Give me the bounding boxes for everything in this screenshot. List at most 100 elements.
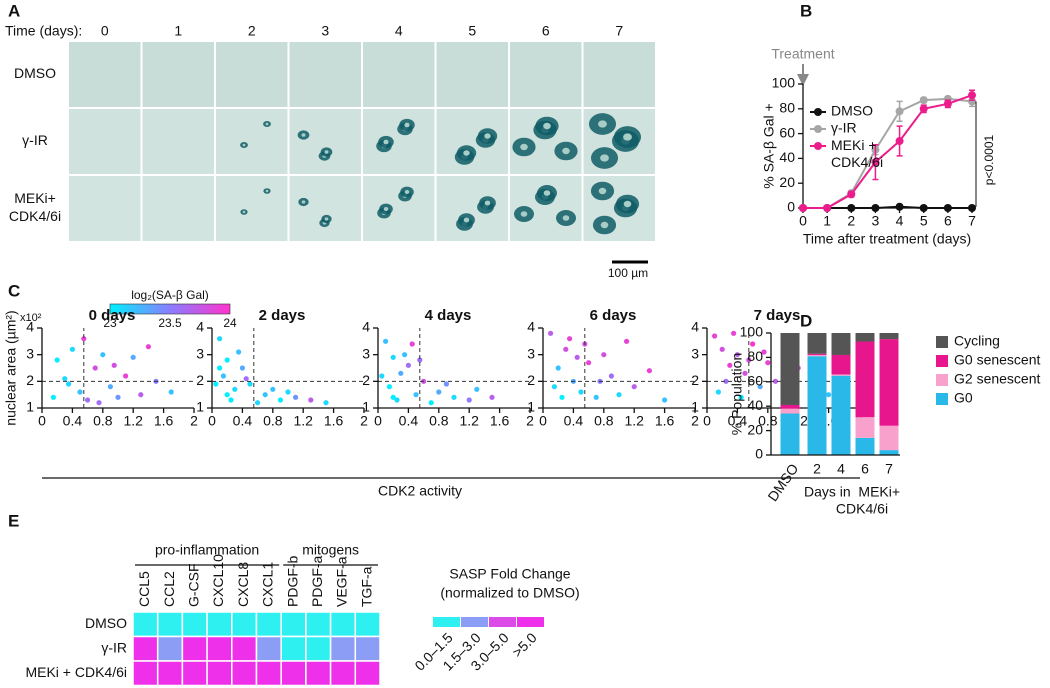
scatter-point — [563, 346, 569, 352]
x-axis-label: CDK2 activity — [378, 483, 462, 499]
y-tick-label: 1 — [26, 399, 34, 415]
micrograph — [289, 109, 361, 174]
heatmap-cell — [156, 611, 184, 638]
scatter-point — [436, 389, 442, 395]
y-tick-label: 2 — [527, 372, 535, 388]
y-tick-label: 3 — [26, 345, 34, 361]
nucleus — [598, 120, 607, 128]
y-tick-label: 60 — [747, 373, 763, 389]
legend-title: (normalized to DMSO) — [440, 585, 579, 601]
heatmap-cell — [329, 635, 357, 662]
heatmap-cell — [156, 660, 184, 687]
y-tick-label: 100 — [772, 75, 796, 91]
scatter-point — [111, 362, 117, 368]
x-tick-label: 1.2 — [123, 413, 143, 429]
x-tick-label: 2 — [190, 413, 198, 429]
legend-marker — [814, 125, 822, 133]
x-tick-label: 0 — [799, 213, 807, 229]
scatter-point — [232, 386, 238, 392]
scatter-point — [489, 394, 495, 400]
x-tick-label: 0 — [703, 413, 711, 429]
x-tick-label: 1.6 — [324, 413, 344, 429]
x-tick-label: 4 — [896, 213, 904, 229]
scatter-point — [616, 392, 622, 398]
bar-segment — [807, 356, 827, 455]
scatter-point — [130, 354, 136, 360]
line — [803, 205, 972, 209]
scatter-point — [220, 373, 226, 379]
heatmap-cell — [132, 635, 159, 662]
scatter-point — [168, 389, 174, 395]
heatmap-cell — [354, 611, 381, 638]
scatter-point — [742, 370, 748, 376]
scatter-point — [386, 384, 392, 390]
bar-segment — [780, 404, 800, 409]
micrograph — [142, 176, 214, 241]
scatter-point — [601, 352, 607, 358]
subplot-title: 4 days — [425, 307, 472, 324]
legend-swatch — [936, 374, 948, 386]
point — [895, 137, 904, 146]
scatter-point — [285, 389, 291, 395]
scatter-point — [662, 397, 668, 403]
y-tick-label: 2 — [26, 372, 34, 388]
bar-segment — [831, 333, 851, 355]
annotation: Treatment — [771, 46, 834, 62]
nucleus — [265, 189, 269, 193]
scatter-point — [217, 336, 223, 342]
heatmap-cell — [156, 635, 184, 662]
nucleus — [324, 217, 329, 221]
y-tick-label: 4 — [196, 319, 204, 335]
bar-segment — [831, 354, 851, 375]
x-tick-label: 5 — [920, 213, 928, 229]
y-tick-label: 100 — [740, 324, 764, 340]
column-label: TGF-a — [358, 566, 374, 607]
row-label: γ-IR — [101, 639, 127, 655]
point — [968, 97, 976, 106]
x-axis-label: CDK4/6i — [836, 501, 888, 517]
y-axis-label: % Population — [729, 353, 745, 436]
scatter-point — [555, 365, 561, 371]
heatmap-cell — [354, 660, 381, 687]
nucleus — [543, 190, 551, 196]
nucleus — [598, 187, 607, 195]
row-label: MEKi + CDK4/6i — [25, 664, 127, 680]
y-tick-label: 4 — [362, 319, 370, 335]
legend-label: >5.0 — [509, 629, 540, 660]
scatter-point — [719, 346, 725, 352]
bar-segment — [780, 408, 800, 414]
scatter-point — [409, 341, 415, 347]
scatter-point — [826, 392, 832, 398]
bar-segment — [879, 425, 899, 451]
y-tick-label: 2 — [196, 372, 204, 388]
y-tick-label: 0 — [787, 199, 795, 215]
scatter-point — [54, 357, 60, 363]
column-label: PDGF-b — [284, 555, 300, 607]
scatter-point — [255, 400, 261, 406]
y-tick-label: 2 — [691, 372, 699, 388]
y-tick-label: 4 — [691, 319, 699, 335]
legend-marker — [814, 108, 822, 116]
heatmap-cell — [206, 635, 233, 662]
subplot-title: 7 days — [754, 307, 801, 324]
legend-swatch — [489, 617, 516, 627]
point — [968, 91, 976, 100]
legend-swatch — [433, 617, 460, 627]
point — [943, 99, 952, 108]
heatmap-cell — [255, 660, 282, 687]
scatter-point — [107, 384, 113, 390]
scatter-point — [247, 381, 253, 387]
scatter-point — [224, 357, 230, 363]
colorbar-tick-label: 23 — [103, 316, 117, 330]
nucleus — [484, 133, 491, 139]
point — [919, 204, 928, 212]
x-tick-label: 0.4 — [233, 413, 253, 429]
bar-segment — [807, 354, 827, 357]
x-tick-label: 2 — [360, 413, 368, 429]
y-axis-label: nuclear area (µm²) — [3, 310, 19, 425]
nucleus — [520, 143, 528, 151]
legend-swatch — [936, 393, 948, 405]
heatmap-cell — [255, 635, 282, 662]
scatter-point — [123, 373, 129, 379]
